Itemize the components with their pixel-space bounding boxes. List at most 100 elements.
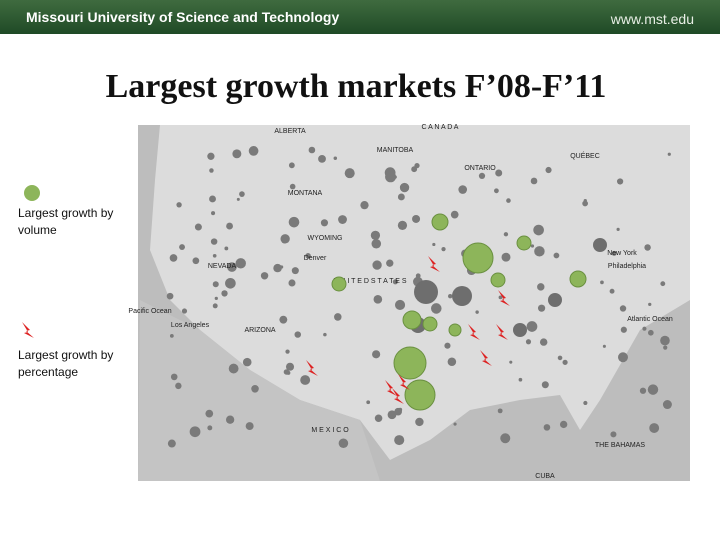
city-dot (526, 321, 538, 332)
map-label: U N I T E D S T A T E S (333, 278, 406, 285)
city-dot (212, 303, 218, 309)
city-dot (498, 295, 503, 300)
city-dot (170, 373, 178, 381)
city-dot (530, 244, 535, 248)
city-dot (447, 357, 457, 367)
legend-label: Largest growth by volume (18, 206, 114, 237)
city-dot (167, 439, 176, 448)
city-dot (539, 338, 548, 346)
city-dot (211, 211, 216, 216)
city-dot (212, 253, 217, 258)
city-dot (663, 345, 668, 350)
percentage-marker (496, 324, 508, 340)
city-dot (291, 267, 299, 275)
percentage-marker (306, 360, 318, 376)
volume-marker (393, 346, 427, 380)
city-dot (537, 304, 546, 312)
city-dot (320, 219, 329, 227)
city-dot (432, 242, 436, 247)
city-dot (373, 294, 383, 304)
city-dot (642, 326, 647, 331)
city-dot (644, 244, 651, 251)
city-dot (251, 385, 259, 393)
percentage-marker (468, 324, 480, 340)
map-label: Philadelphia (608, 263, 646, 270)
city-dot (620, 326, 627, 333)
city-dot (458, 185, 468, 194)
city-dot (545, 166, 552, 174)
city-dot (543, 424, 551, 431)
city-dot (366, 400, 371, 405)
city-dot (411, 166, 418, 173)
city-dot (441, 247, 446, 252)
url: www.mst.edu (610, 11, 694, 27)
map-label: NEVADA (208, 263, 237, 270)
city-dot (384, 167, 396, 179)
map-label: QUÉBEC (570, 151, 600, 160)
city-dot (525, 339, 532, 345)
city-dot (518, 377, 523, 382)
city-dot (289, 183, 296, 190)
legend-label: Largest growth by percentage (18, 348, 114, 379)
percentage-marker (498, 290, 510, 306)
city-dot (245, 422, 254, 431)
volume-marker (462, 242, 494, 274)
city-dot (399, 182, 410, 193)
slide-title: Largest growth markets F’08-F’11 (105, 68, 607, 105)
city-dot (593, 238, 607, 252)
city-dot (534, 246, 545, 257)
city-dot (189, 426, 201, 438)
city-dot (281, 237, 288, 244)
city-dot (513, 323, 527, 337)
city-dot (338, 438, 349, 448)
percentage-marker (385, 380, 397, 396)
city-dot (225, 415, 235, 424)
city-dot (372, 350, 381, 359)
volume-marker (569, 270, 587, 288)
city-dot (398, 407, 403, 412)
city-dot (415, 273, 421, 279)
city-dot (285, 362, 295, 371)
city-dot (553, 252, 560, 259)
map-label: Atlantic Ocean (627, 316, 673, 323)
city-dot (494, 188, 499, 194)
legend-volume-icon (24, 185, 40, 201)
city-dot (176, 202, 182, 208)
city-dot (500, 433, 511, 444)
city-dot (506, 198, 511, 203)
map-label: ALBERTA (274, 128, 306, 135)
city-dot (503, 232, 509, 237)
volume-marker (404, 379, 436, 411)
city-dot (611, 250, 617, 256)
city-dot (283, 369, 290, 375)
percentage-marker (480, 350, 492, 366)
map-label: MONTANA (288, 190, 323, 197)
city-dot (179, 244, 185, 251)
city-dot (501, 252, 511, 262)
map-label: THE BAHAMAS (595, 442, 646, 449)
city-dot (647, 329, 654, 336)
city-dot (242, 357, 252, 367)
city-dot (305, 253, 311, 259)
city-dot (224, 246, 229, 251)
city-dot (533, 224, 544, 236)
city-dot (318, 154, 326, 163)
city-dot (260, 272, 269, 280)
institution: Missouri University of Science and Techn… (26, 9, 340, 25)
city-dot (450, 210, 459, 219)
map-label: CUBA (535, 473, 555, 480)
city-dot (207, 425, 213, 431)
city-dot (338, 215, 347, 224)
city-dot (509, 360, 513, 364)
city-dot (209, 195, 216, 203)
city-dot (397, 193, 405, 201)
city-dot (559, 420, 568, 429)
city-dot (537, 283, 545, 291)
city-dot (414, 280, 438, 304)
city-dot (288, 279, 296, 287)
city-dot (209, 168, 214, 173)
city-dot (616, 227, 620, 231)
city-dot (288, 162, 295, 169)
